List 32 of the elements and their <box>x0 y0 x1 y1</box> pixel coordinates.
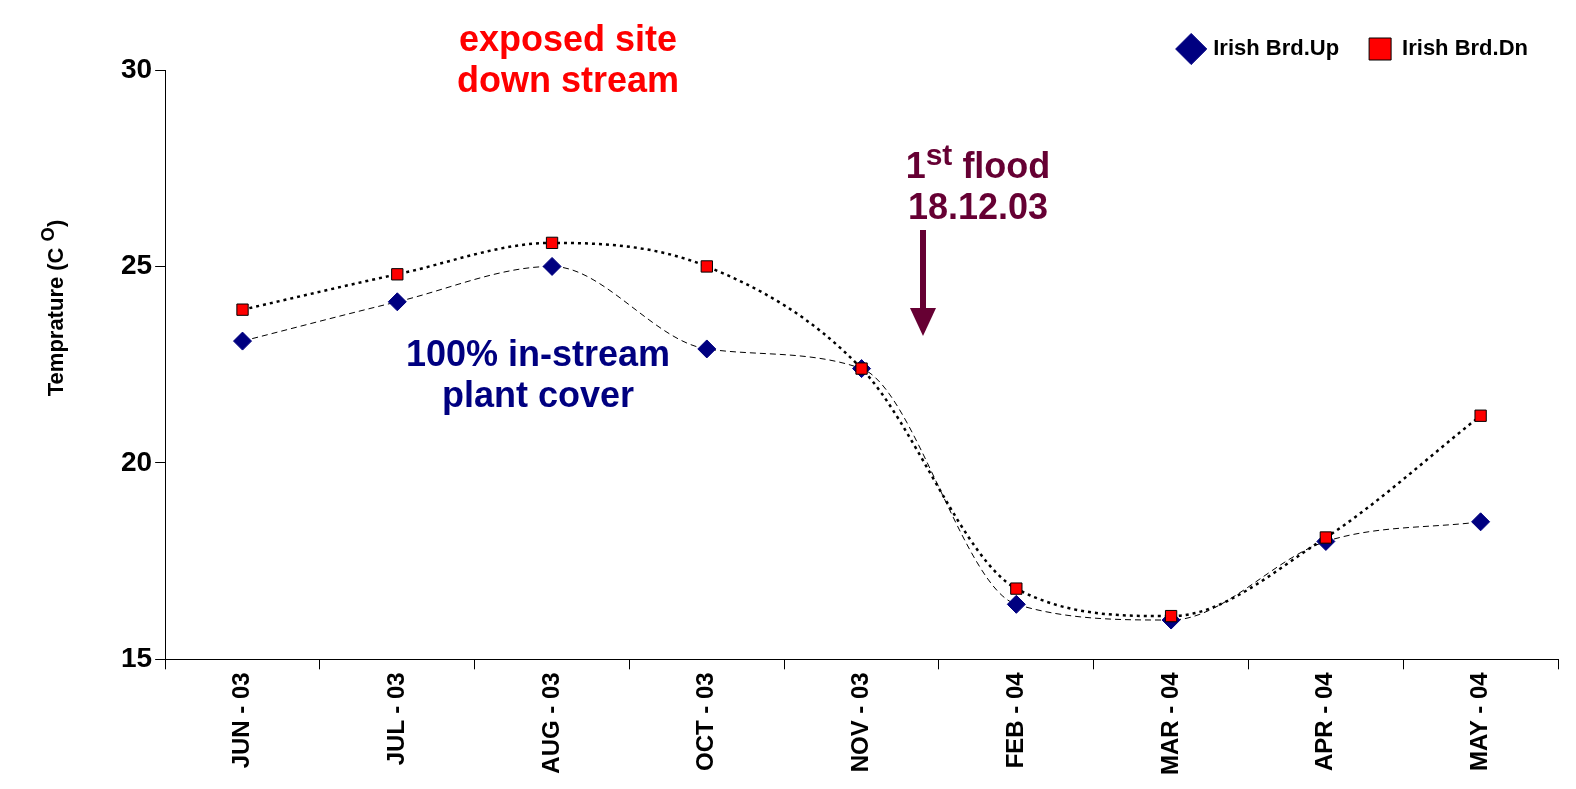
point <box>697 339 717 359</box>
point <box>542 256 562 276</box>
x-tick-label: FEB - 04 <box>1000 671 1028 769</box>
x-tick-label: NOV - 03 <box>846 672 874 773</box>
point <box>391 268 404 281</box>
legend-label: Irish Brd.Up <box>1213 35 1340 61</box>
x-tick-label: APR - 04 <box>1310 671 1338 772</box>
point <box>1474 409 1487 422</box>
point <box>1006 594 1026 614</box>
point <box>233 331 253 351</box>
x-tick-label: JUN - 03 <box>227 672 255 769</box>
point <box>1319 531 1333 544</box>
x-tick-label: AUG - 03 <box>536 672 564 774</box>
point <box>387 292 407 312</box>
point <box>236 303 249 316</box>
annotation: 100% in-stream plant cover <box>404 333 672 416</box>
x-tick-label: OCT - 03 <box>691 672 719 772</box>
point <box>1010 582 1023 595</box>
point <box>545 236 559 250</box>
x-tick-label: MAY - 04 <box>1465 671 1493 772</box>
point <box>700 260 713 273</box>
y-tick-label: 15 <box>120 642 153 674</box>
point <box>1164 609 1178 623</box>
y-tick-label: 25 <box>120 249 153 281</box>
x-tick-label: MAR - 04 <box>1155 671 1183 776</box>
y-tick-label: 20 <box>120 445 153 477</box>
y-tick-label: 30 <box>120 52 153 84</box>
legend-label: Irish Brd.Dn <box>1402 35 1529 61</box>
annotation: 1$^{st}$ flood 18.12.03 <box>904 138 1052 228</box>
point <box>1471 512 1491 532</box>
annotation: exposed site down stream <box>455 18 680 101</box>
x-tick-label: JUL - 03 <box>381 672 409 766</box>
